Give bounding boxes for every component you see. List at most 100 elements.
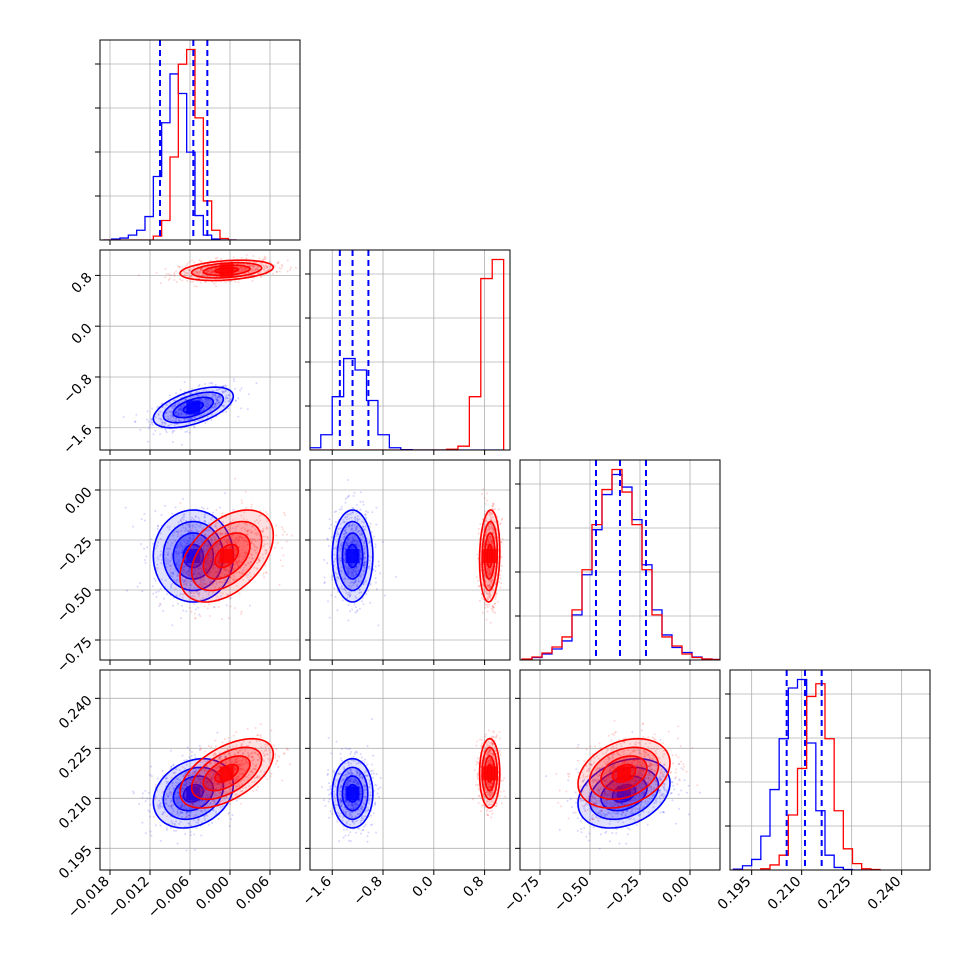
scatter-point	[491, 531, 494, 534]
scatter-point	[228, 569, 231, 572]
scatter-point	[193, 564, 196, 567]
scatter-point	[171, 624, 174, 627]
scatter-point	[489, 512, 492, 515]
scatter-point	[207, 573, 210, 576]
scatter-point	[490, 579, 493, 582]
scatter-point	[183, 786, 186, 789]
scatter-point	[172, 573, 175, 576]
scatter-point	[326, 562, 329, 565]
scatter-point	[181, 266, 184, 269]
scatter-point	[353, 540, 356, 543]
scatter-point	[250, 552, 253, 555]
scatter-point	[239, 571, 242, 574]
scatter-point	[213, 393, 216, 396]
scatter-point	[351, 527, 354, 530]
scatter-point	[494, 595, 497, 598]
scatter-point	[266, 266, 269, 269]
scatter-point	[219, 401, 222, 404]
scatter-point	[197, 777, 200, 780]
scatter-point	[343, 520, 346, 523]
scatter-point	[493, 572, 496, 575]
scatter-point	[148, 425, 151, 428]
scatter-point	[158, 417, 161, 420]
scatter-point	[159, 554, 162, 557]
scatter-point	[488, 603, 491, 606]
scatter-point	[355, 525, 358, 528]
scatter-point	[487, 537, 490, 540]
scatter-point	[248, 263, 251, 266]
scatter-point	[198, 542, 201, 545]
scatter-point	[201, 561, 204, 564]
scatter-point	[225, 566, 228, 569]
scatter-point	[201, 273, 204, 276]
scatter-point	[188, 260, 191, 263]
scatter-point	[174, 539, 177, 542]
scatter-point	[205, 560, 208, 563]
scatter-point	[156, 556, 159, 559]
scatter-point	[199, 580, 202, 583]
scatter-point	[343, 588, 346, 591]
scatter-point	[258, 534, 261, 537]
scatter-point	[167, 562, 170, 565]
scatter-point	[350, 529, 353, 532]
scatter-point	[363, 559, 366, 562]
scatter-point	[202, 408, 205, 411]
scatter-point	[196, 530, 199, 533]
scatter-point	[294, 266, 297, 269]
scatter-point	[212, 782, 215, 785]
scatter-point	[169, 564, 172, 567]
scatter-point	[198, 570, 201, 573]
scatter-point	[339, 569, 342, 572]
scatter-point	[357, 544, 360, 547]
scatter-point	[183, 806, 186, 809]
scatter-point	[180, 806, 183, 809]
scatter-point	[217, 586, 220, 589]
scatter-point	[264, 552, 267, 555]
scatter-point	[483, 497, 486, 500]
scatter-point	[225, 604, 228, 607]
scatter-point	[182, 546, 185, 549]
scatter-point	[492, 527, 495, 530]
scatter-point	[189, 576, 192, 579]
scatter-point	[179, 546, 182, 549]
scatter-point	[219, 591, 222, 594]
scatter-point	[198, 519, 201, 522]
scatter-point	[219, 581, 222, 584]
scatter-point	[359, 529, 362, 532]
scatter-point	[203, 550, 206, 553]
scatter-point	[257, 521, 260, 524]
scatter-point	[238, 538, 241, 541]
scatter-point	[194, 568, 197, 571]
panel-0-0	[100, 40, 300, 240]
scatter-point	[215, 522, 218, 525]
scatter-point	[356, 540, 359, 543]
scatter-point	[181, 786, 184, 789]
scatter-point	[249, 539, 252, 542]
scatter-point	[169, 568, 172, 571]
scatter-point	[255, 382, 258, 385]
scatter-point	[489, 585, 492, 588]
scatter-point	[221, 404, 224, 407]
scatter-point	[215, 794, 218, 797]
scatter-point	[323, 581, 326, 584]
scatter-point	[482, 488, 485, 491]
scatter-point	[352, 539, 355, 542]
scatter-point	[490, 581, 493, 584]
scatter-point	[222, 385, 225, 388]
scatter-point	[172, 531, 175, 534]
scatter-point	[185, 572, 188, 575]
scatter-point	[260, 529, 263, 532]
scatter-point	[198, 271, 201, 274]
scatter-point	[223, 569, 226, 572]
scatter-point	[205, 398, 208, 401]
scatter-point	[214, 398, 217, 401]
scatter-point	[167, 795, 170, 798]
scatter-point	[176, 411, 179, 414]
scatter-point	[262, 572, 265, 575]
scatter-point	[485, 592, 488, 595]
scatter-point	[180, 534, 183, 537]
scatter-point	[173, 404, 176, 407]
scatter-point	[177, 419, 180, 422]
scatter-point	[189, 269, 192, 272]
scatter-point	[233, 777, 236, 780]
